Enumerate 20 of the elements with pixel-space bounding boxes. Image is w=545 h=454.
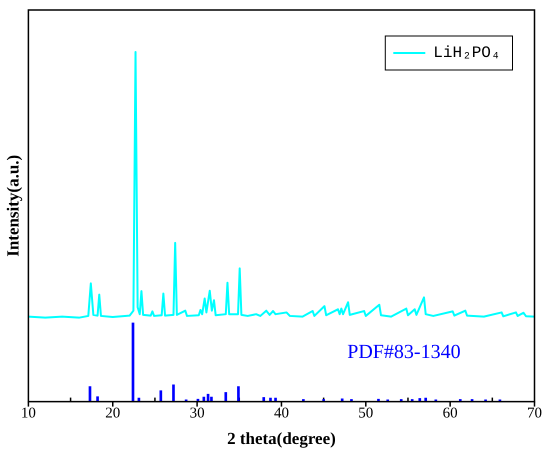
series-label: PDF#83-1340 (347, 340, 461, 363)
bar (132, 322, 134, 402)
bar (237, 386, 240, 402)
bar (96, 396, 99, 402)
x-tick-label: 50 (358, 406, 374, 422)
x-tick-label: 70 (527, 406, 542, 422)
x-tick-label: 10 (20, 406, 36, 422)
x-tick-label: 30 (190, 406, 205, 422)
bar (210, 396, 213, 402)
x-tick-label: 20 (105, 406, 120, 422)
x-tick-label: 40 (274, 406, 289, 422)
x-axis-title: 2 theta(degree) (227, 429, 336, 448)
bar (350, 399, 353, 402)
y-axis-title: Intensity(a.u.) (4, 154, 23, 257)
bar (206, 394, 210, 402)
x-tick-label: 60 (442, 406, 458, 422)
bar (172, 384, 175, 402)
bar (88, 386, 92, 402)
bar (224, 392, 228, 402)
legend-label: LiH₂PO₄ (433, 44, 501, 62)
